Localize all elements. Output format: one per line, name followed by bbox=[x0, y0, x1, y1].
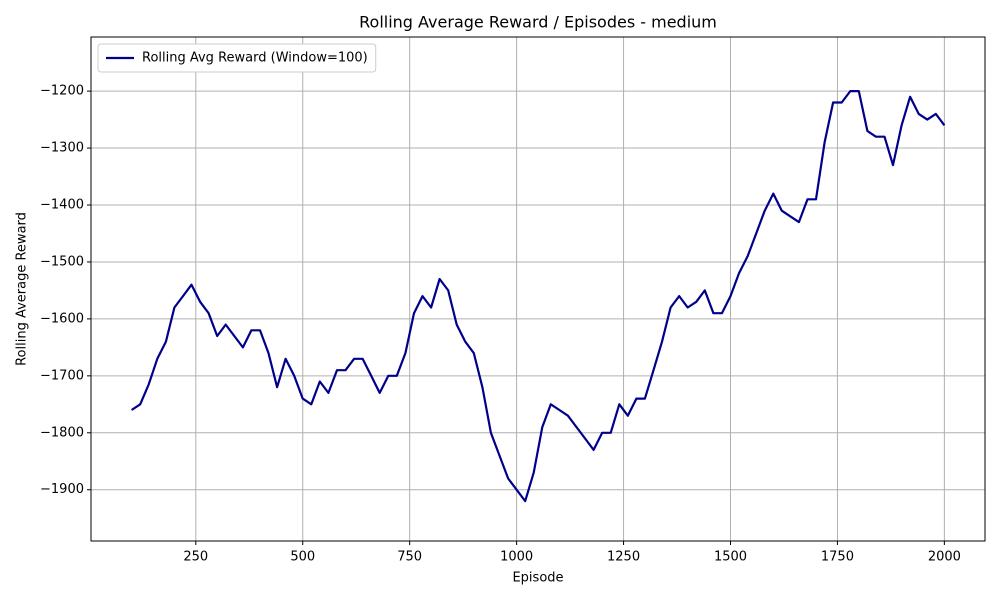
x-tick-label: 1000 bbox=[500, 550, 533, 565]
y-tick-label: −1200 bbox=[40, 84, 84, 99]
legend: Rolling Avg Reward (Window=100) bbox=[97, 43, 377, 73]
x-tick-label: 1500 bbox=[714, 550, 747, 565]
x-tick-label: 500 bbox=[290, 550, 315, 565]
y-tick-label: −1900 bbox=[40, 482, 84, 497]
data-line bbox=[130, 90, 946, 503]
y-tick-label: −1300 bbox=[40, 141, 84, 156]
x-tick-label: 1250 bbox=[607, 550, 640, 565]
y-axis-label: Rolling Average Reward bbox=[15, 212, 30, 366]
x-tick-label: 750 bbox=[397, 550, 422, 565]
y-tick-label: −1500 bbox=[40, 254, 84, 269]
x-tick-label: 250 bbox=[183, 550, 208, 565]
plot-frame bbox=[90, 36, 986, 542]
x-tick-label: 2000 bbox=[928, 550, 961, 565]
legend-label: Rolling Avg Reward (Window=100) bbox=[142, 51, 368, 66]
y-tick-label: −1400 bbox=[40, 198, 84, 213]
x-tick-label: 1750 bbox=[821, 550, 854, 565]
chart-title: Rolling Average Reward / Episodes - medi… bbox=[359, 13, 717, 32]
y-tick-label: −1700 bbox=[40, 368, 84, 383]
x-axis-label: Episode bbox=[512, 571, 563, 586]
y-tick-label: −1800 bbox=[40, 425, 84, 440]
y-tick-label: −1600 bbox=[40, 311, 84, 326]
legend-box bbox=[97, 43, 377, 73]
